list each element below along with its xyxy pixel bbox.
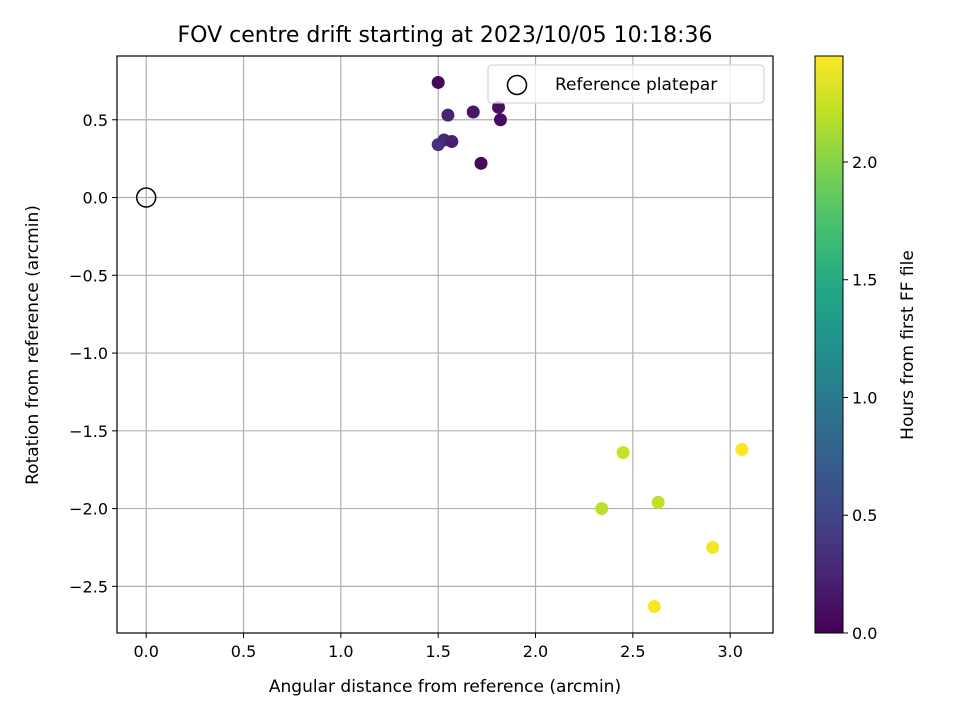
- colorbar-gradient: [814, 55, 844, 634]
- colorbar-tick-label: 0.5: [852, 506, 877, 525]
- y-tick-label: −2.5: [69, 577, 108, 596]
- plot-frame: [116, 55, 774, 634]
- x-tick-label: 0.0: [133, 642, 158, 661]
- y-axis-label: Rotation from reference (arcmin): [23, 205, 43, 485]
- plot-area: 0.0 0.5 1.0 1.5 2.0 2.5 3.0 −2.5 −2.0 −1.5 −1.0 −0…: [69, 55, 774, 661]
- x-tick-label: 2.0: [523, 642, 548, 661]
- scatter-point: [431, 138, 445, 152]
- x-tick-label: 1.5: [425, 642, 450, 661]
- y-tick-label: 0.0: [83, 189, 108, 208]
- y-tick-label: −1.5: [69, 422, 108, 441]
- scatter-point: [441, 108, 455, 122]
- scatter-point: [492, 100, 506, 114]
- y-tick-label: −1.0: [69, 344, 108, 363]
- colorbar-tick-label: 1.5: [852, 271, 877, 290]
- scatter-point: [474, 156, 488, 170]
- scatter-point: [431, 75, 445, 89]
- x-tick-label: 1.0: [328, 642, 353, 661]
- legend-box: [487, 64, 765, 104]
- colorbar-ticks: 0.0 0.5 1.0 1.5 2.0: [843, 153, 877, 643]
- colorbar: 0.0 0.5 1.0 1.5 2.0 Hours from first FF file: [814, 55, 918, 643]
- x-tick-label: 2.5: [620, 642, 645, 661]
- scatter-point: [706, 540, 720, 554]
- scatter-point: [647, 600, 661, 614]
- x-axis-ticks: 0.0 0.5 1.0 1.5 2.0 2.5 3.0: [133, 633, 743, 661]
- colorbar-label: Hours from first FF file: [898, 250, 918, 440]
- colorbar-tick-label: 2.0: [852, 153, 877, 172]
- scatter-point: [651, 495, 665, 509]
- x-tick-label: 0.5: [231, 642, 256, 661]
- x-axis-label: Angular distance from reference (arcmin): [269, 677, 621, 697]
- legend-marker-open-circle: [506, 74, 528, 96]
- y-tick-label: 0.5: [83, 111, 108, 130]
- colorbar-tick-label: 0.0: [852, 624, 877, 643]
- reference-platepar-marker: [135, 187, 157, 208]
- x-tick-label: 3.0: [717, 642, 742, 661]
- y-axis-ticks: −2.5 −2.0 −1.5 −1.0 −0.5 0.0 0.5: [69, 111, 117, 596]
- legend-label: Reference platepar: [555, 75, 717, 95]
- y-tick-label: −2.0: [69, 500, 108, 519]
- legend: Reference platepar: [487, 64, 765, 104]
- chart-title: FOV centre drift starting at 2023/10/05 …: [178, 23, 713, 48]
- scatter-point: [616, 446, 630, 460]
- scatter-point: [735, 442, 749, 456]
- data-points: [431, 75, 749, 614]
- scatter-point: [466, 105, 480, 119]
- scatter-point: [595, 502, 609, 516]
- y-tick-label: −0.5: [69, 266, 108, 285]
- scatter-point: [445, 135, 459, 149]
- scatter-point: [493, 113, 507, 127]
- colorbar-tick-label: 1.0: [852, 388, 877, 407]
